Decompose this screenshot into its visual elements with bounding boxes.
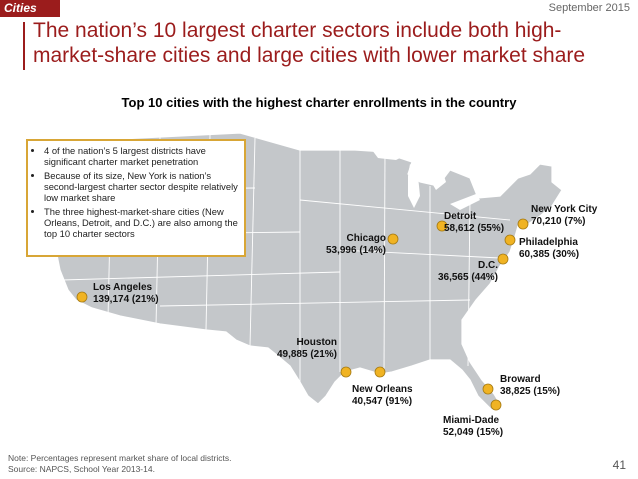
lake-michigan <box>408 164 420 208</box>
city-name: Philadelphia <box>519 237 578 248</box>
page-number: 41 <box>612 458 626 472</box>
section-tag: Cities <box>0 0 60 17</box>
callout-bullet: The three highest-market-share cities (N… <box>44 206 238 239</box>
lake-erie <box>450 194 480 210</box>
city-label-los-angeles: Los Angeles 139,174 (21%) <box>93 282 159 306</box>
callout-bullet: 4 of the nation’s 5 largest districts ha… <box>44 145 238 167</box>
city-value: 49,885 (21%) <box>276 349 337 360</box>
city-name: D.C. <box>478 260 498 271</box>
city-value: 36,565 (44%) <box>437 272 498 283</box>
page-title: The nation’s 10 largest charter sectors … <box>33 19 586 67</box>
report-date: September 2015 <box>548 2 630 14</box>
section-tag-label: Cities <box>4 1 37 15</box>
city-label-philadelphia: Philadelphia 60,385 (30%) <box>519 237 579 261</box>
callout-bullet: Because of its size, New York is nation’… <box>44 170 238 203</box>
callout-bullets: 4 of the nation’s 5 largest districts ha… <box>34 145 238 239</box>
callout-box: 4 of the nation’s 5 largest districts ha… <box>26 139 246 257</box>
city-name: Chicago <box>346 233 386 244</box>
city-value: 38,825 (15%) <box>500 386 561 397</box>
footnote-note: Note: Percentages represent market share… <box>8 453 232 463</box>
city-name: Los Angeles <box>93 282 153 293</box>
map-subtitle: Top 10 cities with the highest charter e… <box>121 95 517 110</box>
city-label-chicago: Chicago 53,996 (14%) <box>318 233 386 257</box>
lake-huron <box>428 166 446 190</box>
city-name: New York City <box>531 204 598 215</box>
title-accent-rule <box>23 22 25 70</box>
city-value: 40,547 (91%) <box>352 396 413 407</box>
footnote-source: Source: NAPCS, School Year 2013-14. <box>8 464 155 474</box>
city-label-broward: Broward 38,825 (15%) <box>500 374 560 398</box>
city-label-detroit: Detroit 58,612 (55%) <box>444 211 504 235</box>
city-value: 52,049 (15%) <box>443 427 504 438</box>
city-label-new-orleans: New Orleans 40,547 (91%) <box>352 384 413 408</box>
footnote: Note: Percentages represent market share… <box>8 453 231 475</box>
city-value: 53,996 (14%) <box>325 245 386 256</box>
city-label-dc: D.C. 36,565 (44%) <box>432 260 498 284</box>
city-value: 139,174 (21%) <box>93 294 159 305</box>
city-name: Houston <box>296 337 337 348</box>
city-value: 58,612 (55%) <box>444 223 505 234</box>
city-name: New Orleans <box>352 384 413 395</box>
lake-superior <box>372 147 412 160</box>
city-value: 60,385 (30%) <box>519 249 580 260</box>
city-label-houston: Houston 49,885 (21%) <box>262 337 337 361</box>
city-name: Miami-Dade <box>443 415 500 426</box>
city-label-new-york-city: New York City 70,210 (7%) <box>531 204 597 228</box>
city-name: Broward <box>500 374 541 385</box>
city-value: 70,210 (7%) <box>531 216 586 227</box>
city-name: Detroit <box>444 211 477 222</box>
city-label-miami-dade: Miami-Dade 52,049 (15%) <box>443 415 503 439</box>
